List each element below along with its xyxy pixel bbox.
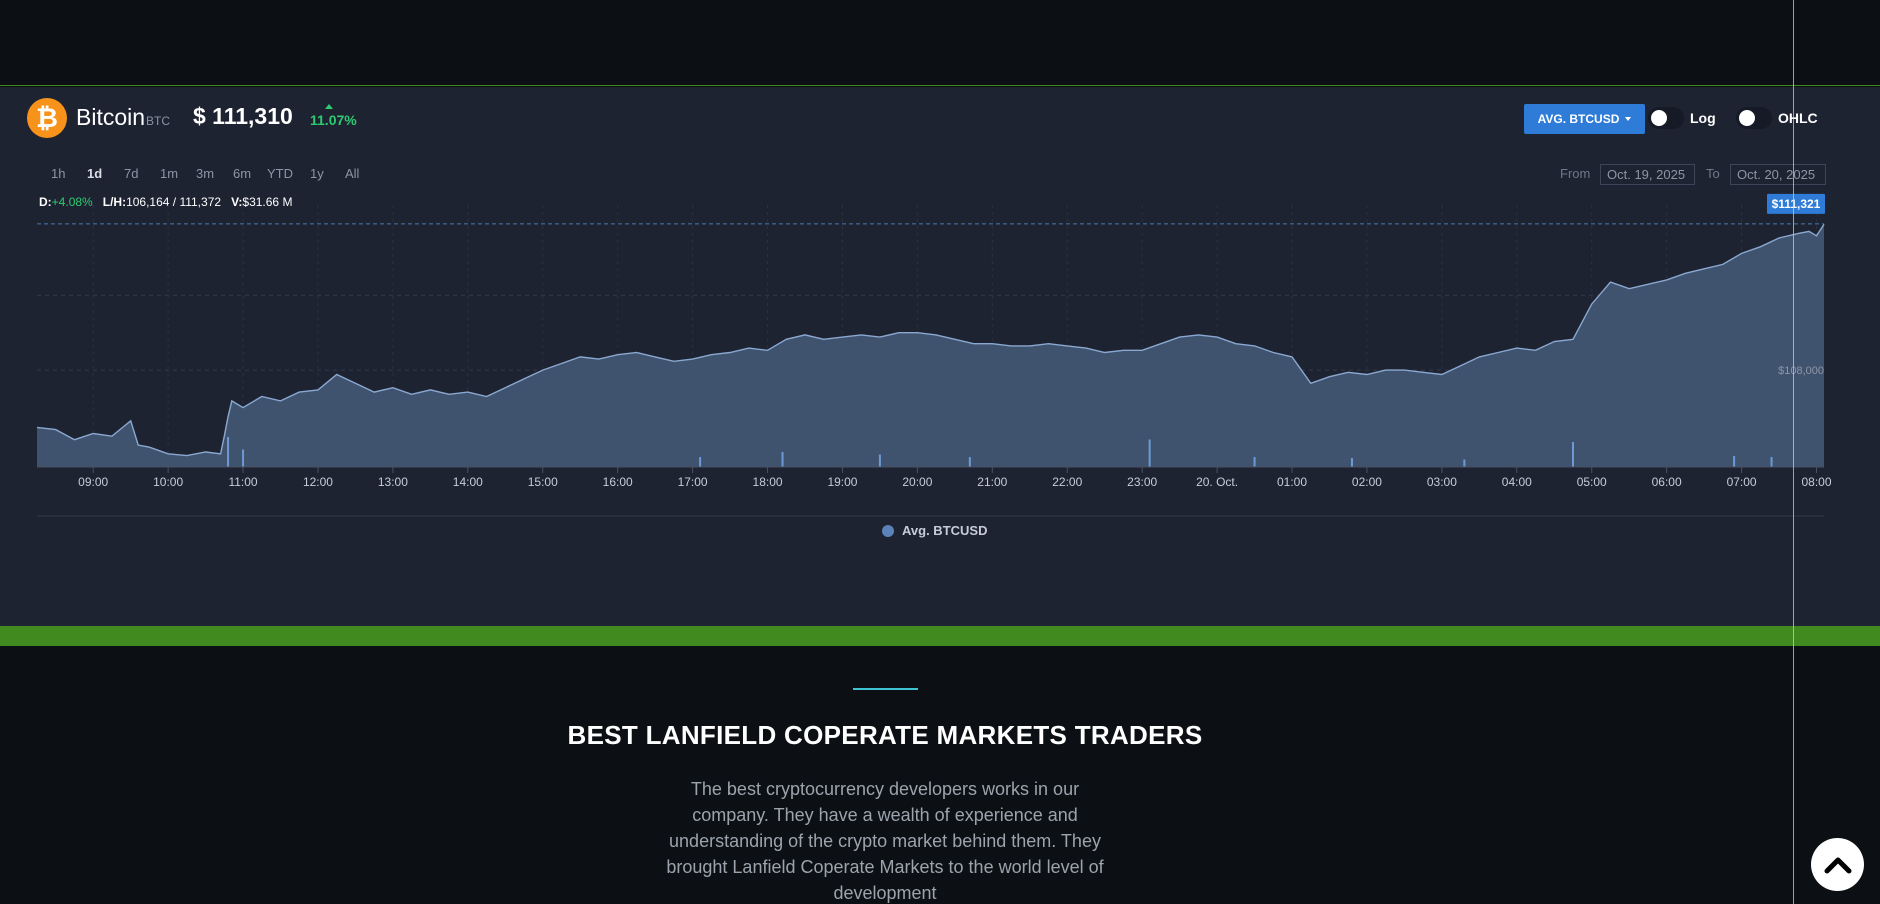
range-button-1h[interactable]: 1h	[51, 166, 66, 181]
x-tick-label: 03:00	[1427, 475, 1457, 489]
series-dropdown-button[interactable]: AVG. BTCUSD	[1524, 104, 1645, 134]
volume-bar	[1350, 458, 1353, 467]
x-tick-label: 08:00	[1801, 475, 1831, 489]
x-tick-label: 14:00	[453, 475, 483, 489]
stat-v-value: $31.66 M	[242, 195, 293, 209]
x-tick-label: 11:00	[228, 475, 257, 489]
x-tick-label: 05:00	[1577, 475, 1607, 489]
stat-lh-label: L/H:	[102, 195, 127, 209]
to-label: To	[1706, 166, 1720, 181]
range-button-ytd[interactable]: YTD	[267, 166, 293, 181]
coin-symbol: BTC	[146, 114, 170, 128]
toggle-knob	[1739, 110, 1755, 126]
section-accent-line	[853, 688, 918, 690]
stat-d-value: +4.08%	[51, 195, 93, 209]
x-tick-label: 23:00	[1127, 475, 1157, 489]
x-tick-label: 13:00	[378, 475, 408, 489]
range-button-1d[interactable]: 1d	[87, 166, 103, 181]
chevron-up-icon	[1824, 857, 1851, 873]
x-tick-label: 04:00	[1502, 475, 1532, 489]
from-label: From	[1560, 166, 1591, 181]
to-date-input[interactable]: Oct. 20, 2025	[1730, 164, 1826, 185]
x-tick-label: 15:00	[528, 475, 558, 489]
range-button-6m[interactable]: 6m	[233, 166, 252, 181]
legend-item-avg-btcusd[interactable]: Avg. BTCUSD	[882, 523, 987, 538]
caret-up-icon	[325, 104, 333, 109]
x-tick-label: 21:00	[977, 475, 1007, 489]
current-price-badge-label: $111,321	[1772, 197, 1821, 211]
range-button-7d[interactable]: 7d	[124, 166, 139, 181]
volume-bar	[1253, 457, 1256, 467]
x-tick-label: 18:00	[753, 475, 783, 489]
volume-bar	[227, 437, 230, 467]
log-toggle[interactable]	[1648, 107, 1684, 129]
series-dropdown-label: AVG. BTCUSD	[1537, 112, 1620, 126]
x-tick-label: 12:00	[303, 475, 333, 489]
current-price-badge	[1767, 193, 1825, 214]
volume-bar	[878, 454, 881, 467]
range-button-3m[interactable]: 3m	[196, 166, 215, 181]
x-tick-label: 16:00	[603, 475, 633, 489]
stat-lh-value: 106,164 / 111,372	[126, 195, 222, 209]
coin-name: Bitcoin	[76, 104, 146, 130]
volume-bar	[1770, 457, 1773, 467]
volume-bar	[1571, 442, 1574, 467]
legend-label: Avg. BTCUSD	[902, 523, 988, 538]
x-tick-label: 20. Oct.	[1196, 475, 1238, 489]
stat-d-label: D:	[39, 195, 52, 209]
price-line	[36, 224, 1825, 457]
x-tick-label: 20:00	[902, 475, 932, 489]
price-chart[interactable]: 09:00 10:00 11:00 12:00 13:00 14:00 15:00 16:00…	[0, 0, 1880, 560]
scroll-to-top-button[interactable]	[1811, 838, 1864, 891]
x-tick-label: 10:00	[153, 475, 183, 489]
range-button-all[interactable]: All	[345, 166, 360, 181]
price-change: 11.07%	[310, 112, 357, 128]
x-tick-label: 19:00	[827, 475, 857, 489]
green-divider	[0, 626, 1880, 646]
x-tick-label: 09:00	[78, 475, 108, 489]
volume-bar	[699, 457, 702, 467]
stat-v-label: V:	[231, 195, 243, 209]
volume-bar	[1463, 459, 1466, 467]
legend-dot-icon	[882, 524, 894, 537]
ohlc-label: OHLC	[1778, 110, 1818, 126]
section-title: BEST LANFIELD COPERATE MARKETS TRADERS	[567, 720, 1203, 750]
volume-bar	[242, 449, 245, 467]
bitcoin-logo-icon: ₿	[27, 98, 67, 138]
ohlc-toggle[interactable]	[1736, 107, 1772, 129]
range-button-1y[interactable]: 1y	[310, 166, 324, 181]
volume-bar	[1733, 456, 1736, 467]
price-area	[37, 224, 1824, 467]
y-tick-label: $108,000	[1778, 365, 1824, 377]
cursor-line	[1793, 0, 1794, 904]
x-tick-label: 22:00	[1052, 475, 1082, 489]
volume-bar	[968, 457, 971, 467]
section-body: The best cryptocurrency developers works…	[666, 779, 1104, 903]
x-tick-label: 02:00	[1352, 475, 1382, 489]
volume-bar	[1148, 439, 1151, 467]
from-date-input[interactable]: Oct. 19, 2025	[1600, 164, 1695, 185]
volume-bar	[781, 452, 784, 467]
current-price: $ 111,310	[193, 103, 293, 129]
caret-down-icon	[1625, 117, 1632, 121]
range-button-1m[interactable]: 1m	[160, 166, 179, 181]
x-tick-label: 17:00	[678, 475, 708, 489]
x-tick-label: 01:00	[1277, 475, 1307, 489]
x-tick-label: 07:00	[1727, 475, 1757, 489]
chart-stats: D:+4.08% L/H:106,164 / 111,372 V:$31.66 …	[39, 195, 292, 209]
x-tick-label: 06:00	[1652, 475, 1682, 489]
toggle-knob	[1651, 110, 1667, 126]
log-label: Log	[1690, 110, 1716, 126]
top-band	[0, 0, 1880, 86]
